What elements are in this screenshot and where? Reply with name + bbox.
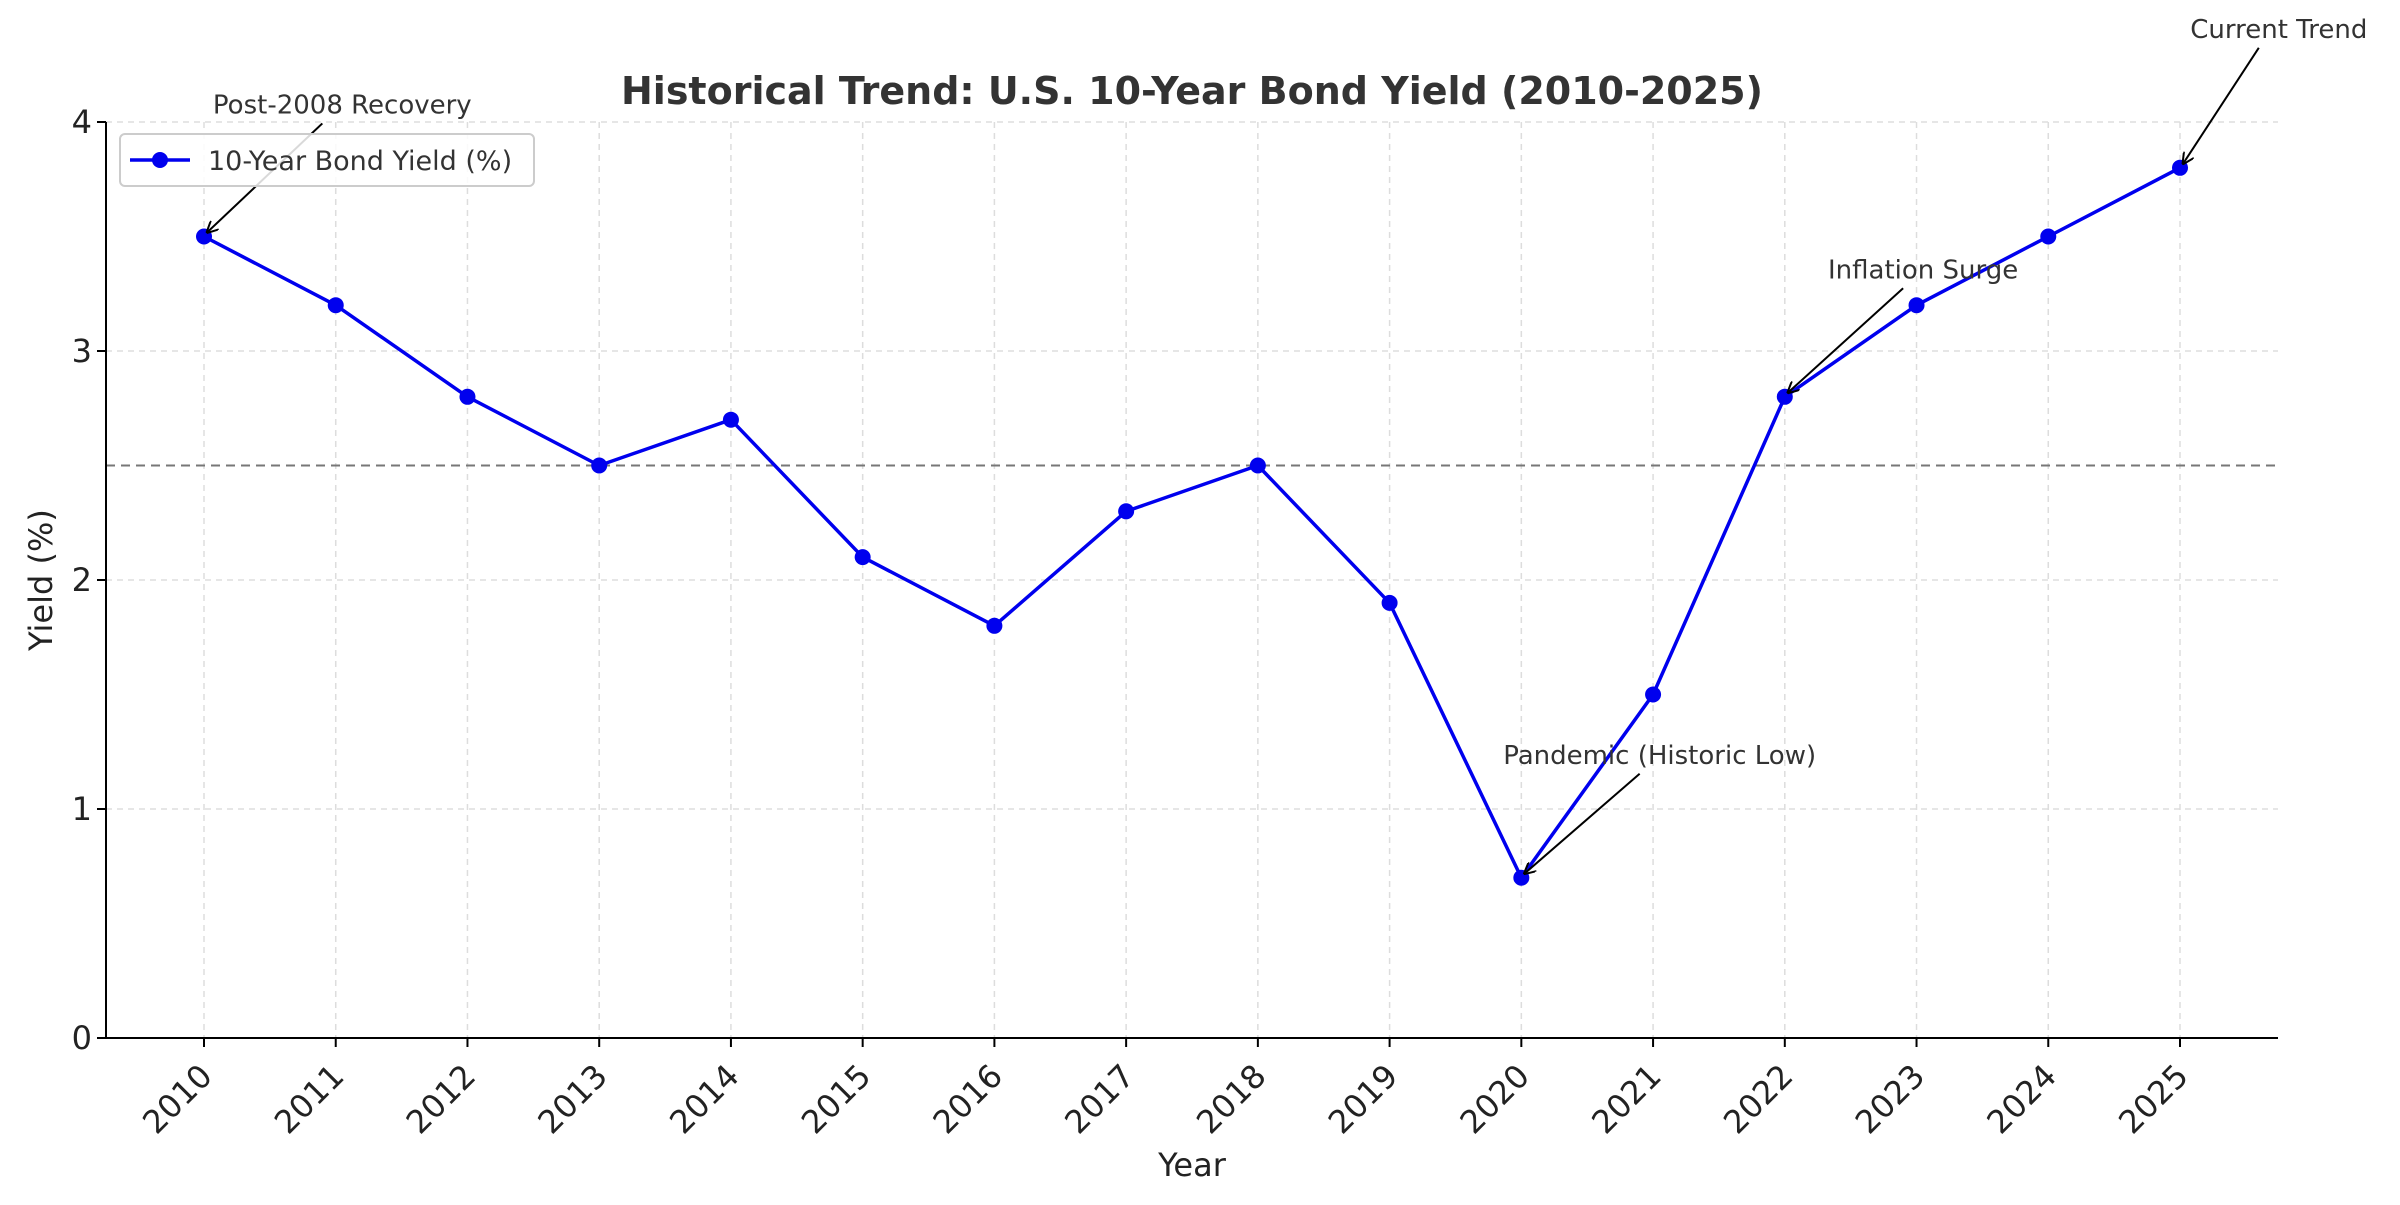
- x-tick-label: 2011: [267, 1057, 351, 1141]
- y-axis-title: Yield (%): [22, 509, 60, 652]
- x-tick-label: 2021: [1584, 1057, 1668, 1141]
- y-tick-label: 0: [72, 1019, 92, 1057]
- x-tick-label: 2013: [530, 1057, 614, 1141]
- data-point: [2040, 228, 2057, 245]
- data-point: [2172, 159, 2188, 176]
- annotation-arrow: [2183, 47, 2260, 164]
- data-point: [1118, 503, 1135, 520]
- legend-label: 10-Year Bond Yield (%): [208, 146, 512, 177]
- chart-title: Historical Trend: U.S. 10-Year Bond Yiel…: [621, 69, 1763, 113]
- legend-swatch-marker: [152, 152, 168, 168]
- x-tick-label: 2019: [1321, 1057, 1405, 1141]
- x-tick-label: 2018: [1189, 1057, 1273, 1141]
- x-tick-label: 2025: [2111, 1057, 2195, 1141]
- x-tick-label: 2024: [1979, 1057, 2063, 1141]
- x-tick-label: 2016: [926, 1057, 1010, 1141]
- annotation-label: Pandemic (Historic Low): [1503, 741, 1816, 771]
- annotations: Post-2008 Recovery Pandemic (Historic Low…: [207, 15, 2367, 874]
- series: [196, 159, 2188, 886]
- y-tick-label: 4: [72, 103, 92, 141]
- data-point: [1645, 686, 1662, 703]
- data-point: [854, 549, 871, 566]
- x-tick-label: 2017: [1057, 1057, 1141, 1141]
- legend: 10-Year Bond Yield (%): [119, 133, 535, 187]
- data-point: [327, 297, 344, 314]
- annotation-label: Post-2008 Recovery: [213, 90, 472, 120]
- data-point: [1249, 457, 1266, 474]
- x-axis-ticks: 2010 2011 2012 2013 2014 2015 2016 2017 2018 2019…: [135, 1038, 2196, 1141]
- data-point: [1381, 594, 1398, 611]
- x-tick-label: 2010: [135, 1057, 219, 1141]
- annotation-arrow: [1524, 773, 1641, 874]
- series-line: [203, 166, 2181, 880]
- data-point: [591, 457, 608, 474]
- data-point: [459, 388, 476, 405]
- y-axis-ticks: 0 1 2 3 4: [72, 103, 106, 1057]
- legend-box: [119, 133, 535, 187]
- data-point: [986, 617, 1003, 634]
- x-tick-label: 2015: [794, 1057, 878, 1141]
- x-tick-label: 2022: [1716, 1057, 1800, 1141]
- x-tick-label: 2023: [1848, 1057, 1932, 1141]
- x-tick-label: 2020: [1453, 1057, 1537, 1141]
- y-tick-label: 1: [72, 790, 92, 828]
- y-tick-label: 2: [72, 561, 92, 599]
- y-tick-label: 3: [72, 332, 92, 370]
- x-axis-title: Year: [1157, 1146, 1227, 1184]
- data-point: [722, 411, 739, 428]
- x-tick-label: 2012: [399, 1057, 483, 1141]
- annotation-arrow: [1788, 287, 1904, 393]
- data-point: [1908, 297, 1925, 314]
- annotation-label: Current Trend: [2190, 15, 2367, 45]
- x-tick-label: 2014: [662, 1057, 746, 1141]
- annotation-label: Inflation Surge: [1828, 255, 2018, 285]
